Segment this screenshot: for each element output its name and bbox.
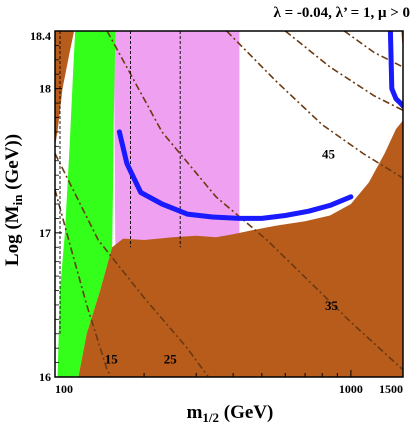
contour-label-35: 35 <box>325 298 339 313</box>
y-tick-label-16: 16 <box>39 370 51 384</box>
blue-boundary-line-1 <box>387 31 403 109</box>
x-axis-title: m1/2 (GeV) <box>187 402 274 425</box>
contour-line-25 <box>55 153 210 377</box>
y-tick-label-18: 18 <box>39 82 51 96</box>
contour-line-35 <box>106 31 403 371</box>
region-layer <box>55 31 403 377</box>
y-tick-label-17: 17 <box>39 226 51 240</box>
chart-title: λ = -0.04, λ’ = 1, μ > 0 <box>273 5 410 21</box>
contour-label-25: 25 <box>164 351 178 366</box>
x-tick-label-1000: 1000 <box>339 382 363 396</box>
pink-region-0 <box>113 31 240 262</box>
tick-layer: 100 1000 1500 16 17 18 18.4 <box>30 29 404 396</box>
contour-label-layer: 15 25 35 45 <box>105 147 339 367</box>
brown-region-2 <box>55 120 403 377</box>
blue-boundary-line-0 <box>116 129 354 221</box>
x-axis-title-unit: (GeV) <box>219 402 273 423</box>
boundary-layer <box>116 31 403 221</box>
y-axis-title-main: Log (M <box>2 205 23 266</box>
contour-label-15: 15 <box>105 351 119 366</box>
brown-region-3 <box>55 31 75 147</box>
contour-label-45: 45 <box>322 147 336 162</box>
contour-line-5 <box>343 31 403 68</box>
x-axis-title-main: m <box>187 402 203 423</box>
y-axis-title-sub: in <box>10 194 25 206</box>
x-tick-label-1500: 1500 <box>379 382 403 396</box>
y-tick-label-18.4: 18.4 <box>30 29 51 43</box>
contour-line-4 <box>284 31 403 112</box>
contour-layer <box>55 31 403 377</box>
y-axis-title: Log (Min (GeV)) <box>2 134 25 266</box>
y-axis-title-unit: (GeV)) <box>2 134 23 195</box>
contour-line-15 <box>55 189 112 377</box>
green-region-1 <box>57 31 116 377</box>
contour-line-45 <box>226 31 403 179</box>
x-tick-label-100: 100 <box>55 382 73 396</box>
x-axis-title-sub: 1/2 <box>202 410 219 425</box>
